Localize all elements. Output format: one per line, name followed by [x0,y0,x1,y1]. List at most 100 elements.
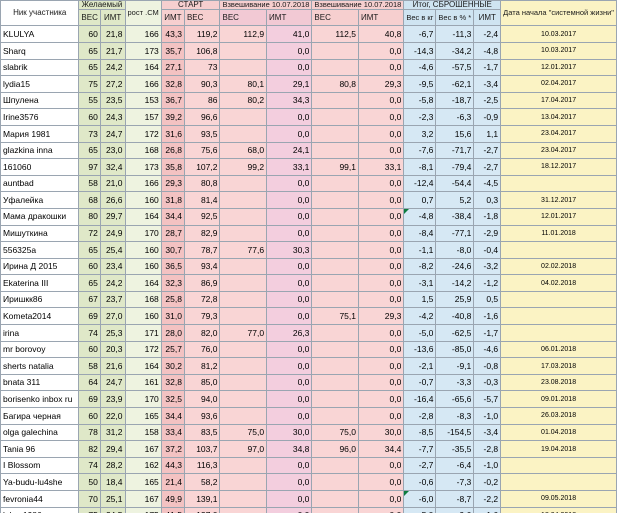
row-date-start [500,307,617,326]
row-weigh2-imt: 0,0 [357,473,405,492]
row-wanted-imt: 25,3 [99,324,126,342]
row-date-start [500,241,617,259]
row-start-imt: 35,7 [160,41,185,60]
row-rost: 172 [124,124,162,143]
row-weigh1-imt: 24,1 [266,141,313,160]
row-nick: KLULYA [0,25,80,43]
row-wanted-imt: 26,6 [99,191,126,209]
row-start-imt: 27,1 [160,58,185,77]
row-nick: olga galechina [0,423,80,442]
row-weigh1-imt: 0,0 [266,108,313,126]
row-weigh2-ves [311,108,359,126]
row-start-imt: 36,5 [160,257,185,276]
row-weigh1-ves [219,191,268,209]
row-wanted-ves: 65 [78,274,101,292]
row-rost: 171 [124,324,162,342]
row-total-pct: -6,4 [435,456,475,475]
row-weigh2-imt: 0,0 [357,124,405,143]
row-total-pct: -57,5 [435,58,475,77]
row-total-imt: -3,4 [473,75,502,93]
row-weigh2-ves [311,191,359,209]
row-nick: 161060 [0,158,80,176]
row-weigh1-ves [219,506,268,513]
col-header-wanted: Желаемый [78,0,126,11]
row-start-ves: 82,9 [183,224,221,243]
row-rost: 164 [124,207,162,226]
row-weigh2-imt: 0,0 [357,91,405,110]
row-total-imt: -3,4 [473,423,502,442]
row-rost: 170 [124,390,162,409]
row-wanted-ves: 69 [78,390,101,409]
table-row: Иришкк86 67 23,7 168 25,8 72,8 0,0 0,0 1,5 25,9 0,… [0,290,617,309]
row-total-kg: -9,5 [403,75,437,93]
row-start-ves: 58,2 [183,473,221,492]
col-header-wanted-imt: ИМТ [99,9,126,27]
row-date-start: 12.01.2017 [500,207,617,226]
row-weigh2-ves: 99,1 [311,158,359,176]
row-weigh2-ves [311,207,359,226]
row-weigh1-ves [219,340,268,359]
row-start-ves: 72,8 [183,290,221,309]
row-nick: Sharq [0,41,80,60]
row-start-ves: 93,6 [183,407,221,425]
col-header-total-pct: Вес в % * [435,9,475,27]
row-date-start [500,456,617,475]
row-rost: 164 [124,357,162,375]
row-start-imt: 32,5 [160,390,185,409]
table-row: fevronia44 70 25,1 167 49,9 139,1 0,0 0,0 -6,0 -8… [0,490,617,508]
row-total-pct: -79,4 [435,158,475,176]
row-nick: Багира черная [0,407,80,425]
table-row: Багира черная 60 22,0 165 34,4 93,6 0,0 0,0 -2,8… [0,407,617,425]
row-start-imt: 32,8 [160,75,185,93]
row-total-kg: -1,1 [403,241,437,259]
row-total-kg: -5,0 [403,324,437,342]
row-start-ves: 86,9 [183,274,221,292]
table-row: Ya-budu-lu4she 50 18,4 165 21,4 58,2 0,0 0,0 -0,… [0,473,617,492]
row-start-imt: 21,4 [160,473,185,492]
row-weigh1-ves [219,307,268,326]
row-total-kg: -8,4 [403,224,437,243]
row-weigh2-imt: 0,0 [357,257,405,276]
row-weigh1-ves: 77,0 [219,324,268,342]
table-header: Ник участника Желаемый рост .СМ СТАРТ Вз… [0,0,617,27]
row-wanted-ves: 55 [78,91,101,110]
row-start-ves: 139,1 [183,490,221,508]
row-date-start: 18.12.2017 [500,158,617,176]
row-wanted-ves: 78 [78,423,101,442]
row-rost: 172 [124,340,162,359]
table-row: Ekaterina III 65 24,2 164 32,3 86,9 0,0 0,0 -3,1… [0,274,617,292]
row-wanted-ves: 60 [78,257,101,276]
row-total-pct: -40,8 [435,307,475,326]
row-wanted-ves: 60 [78,340,101,359]
row-weigh2-imt: 0,0 [357,224,405,243]
row-start-imt: 43,3 [160,25,185,43]
row-wanted-imt: 24,7 [99,124,126,143]
row-total-pct: -3,3 [435,373,475,392]
row-wanted-ves: 64 [78,373,101,392]
row-weigh1-ves: 77,6 [219,241,268,259]
row-start-ves: 93,4 [183,257,221,276]
row-weigh1-ves [219,207,268,226]
row-weigh2-ves [311,91,359,110]
row-total-kg: -4,6 [403,58,437,77]
row-nick: bnata 311 [0,373,80,392]
row-weigh1-imt: 0,0 [266,274,313,292]
row-weigh2-imt: 0,0 [357,58,405,77]
table-row: Kometa2014 69 27,0 160 31,0 79,3 0,0 75,1 29,3 -4… [0,307,617,326]
table-row: Мишуткина 72 24,9 170 28,7 82,9 0,0 0,0 -8,4 -77,… [0,224,617,243]
row-start-imt: 36,7 [160,91,185,110]
row-wanted-ves: 60 [78,108,101,126]
row-total-kg: -13,6 [403,340,437,359]
row-date-start: 04.02.2018 [500,274,617,292]
row-weigh1-ves [219,224,268,243]
row-weigh1-ves [219,357,268,375]
row-weigh2-imt: 0,0 [357,340,405,359]
table-body: KLULYA 60 21,8 166 43,3 119,2 112,9 41,0 112,5 40… [0,25,617,513]
row-weigh2-ves [311,473,359,492]
row-total-kg: -2,7 [403,456,437,475]
row-weigh1-imt: 0,0 [266,473,313,492]
col-header-nick: Ник участника [0,0,80,27]
row-wanted-imt: 31,2 [99,423,126,442]
row-start-imt: 32,3 [160,274,185,292]
